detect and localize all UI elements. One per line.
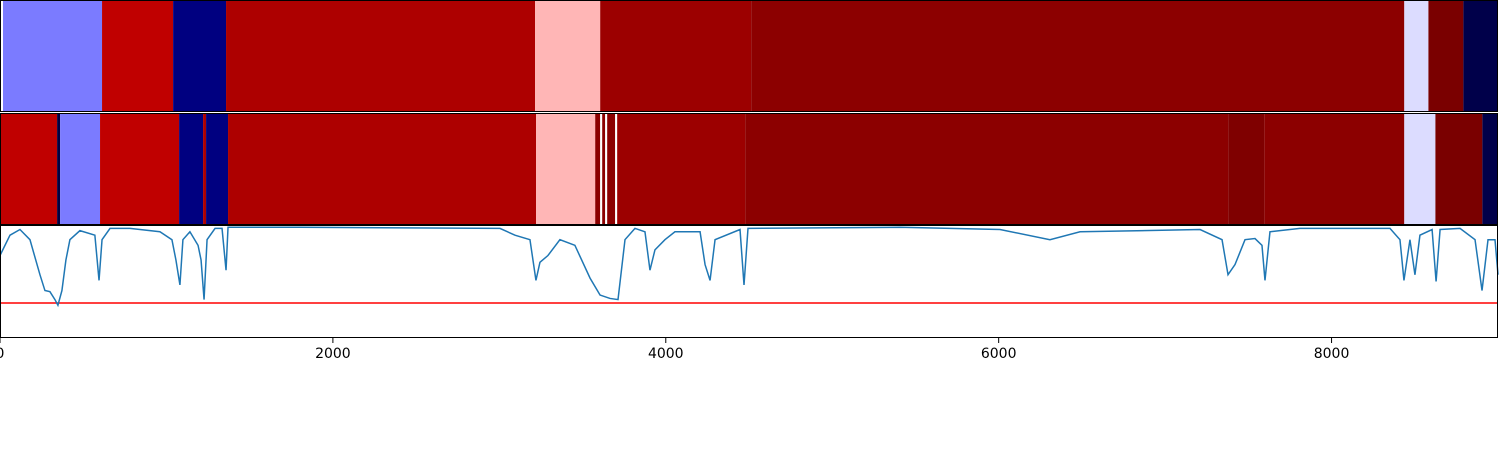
segment (602, 113, 606, 225)
segment (745, 113, 1229, 225)
segment (600, 113, 603, 225)
segment (595, 113, 601, 225)
segment (607, 113, 616, 225)
segment (228, 113, 537, 225)
segment (1228, 113, 1265, 225)
line-series (0, 226, 1499, 308)
segment (1482, 113, 1498, 225)
panel-frame (0, 225, 1498, 338)
segment (179, 113, 204, 225)
x-tick-label: 4000 (648, 346, 684, 362)
segment (60, 113, 101, 225)
segment (173, 0, 227, 112)
x-tick-label: 2000 (315, 346, 351, 362)
segment (1404, 113, 1436, 225)
segment (536, 113, 596, 225)
segment (751, 0, 1405, 112)
segment (0, 113, 58, 225)
x-tick-label: 6000 (981, 346, 1017, 362)
segment (100, 113, 180, 225)
segment (203, 113, 207, 225)
segment (1404, 0, 1429, 112)
segment (206, 113, 229, 225)
segment (57, 113, 61, 225)
x-tick-label: 8000 (1314, 346, 1350, 362)
segment (1428, 0, 1464, 112)
segment (617, 113, 746, 225)
segment (2, 0, 103, 112)
segment (535, 0, 601, 112)
panel-frame (0, 0, 1498, 112)
segment (226, 0, 536, 112)
panel-frame (0, 113, 1498, 225)
segment (1463, 0, 1498, 112)
segment (615, 113, 618, 225)
segment (1435, 113, 1483, 225)
segment (1264, 113, 1405, 225)
segment (605, 113, 608, 225)
x-tick-label: 0 (0, 346, 4, 362)
segment (102, 0, 174, 112)
segment (600, 0, 752, 112)
